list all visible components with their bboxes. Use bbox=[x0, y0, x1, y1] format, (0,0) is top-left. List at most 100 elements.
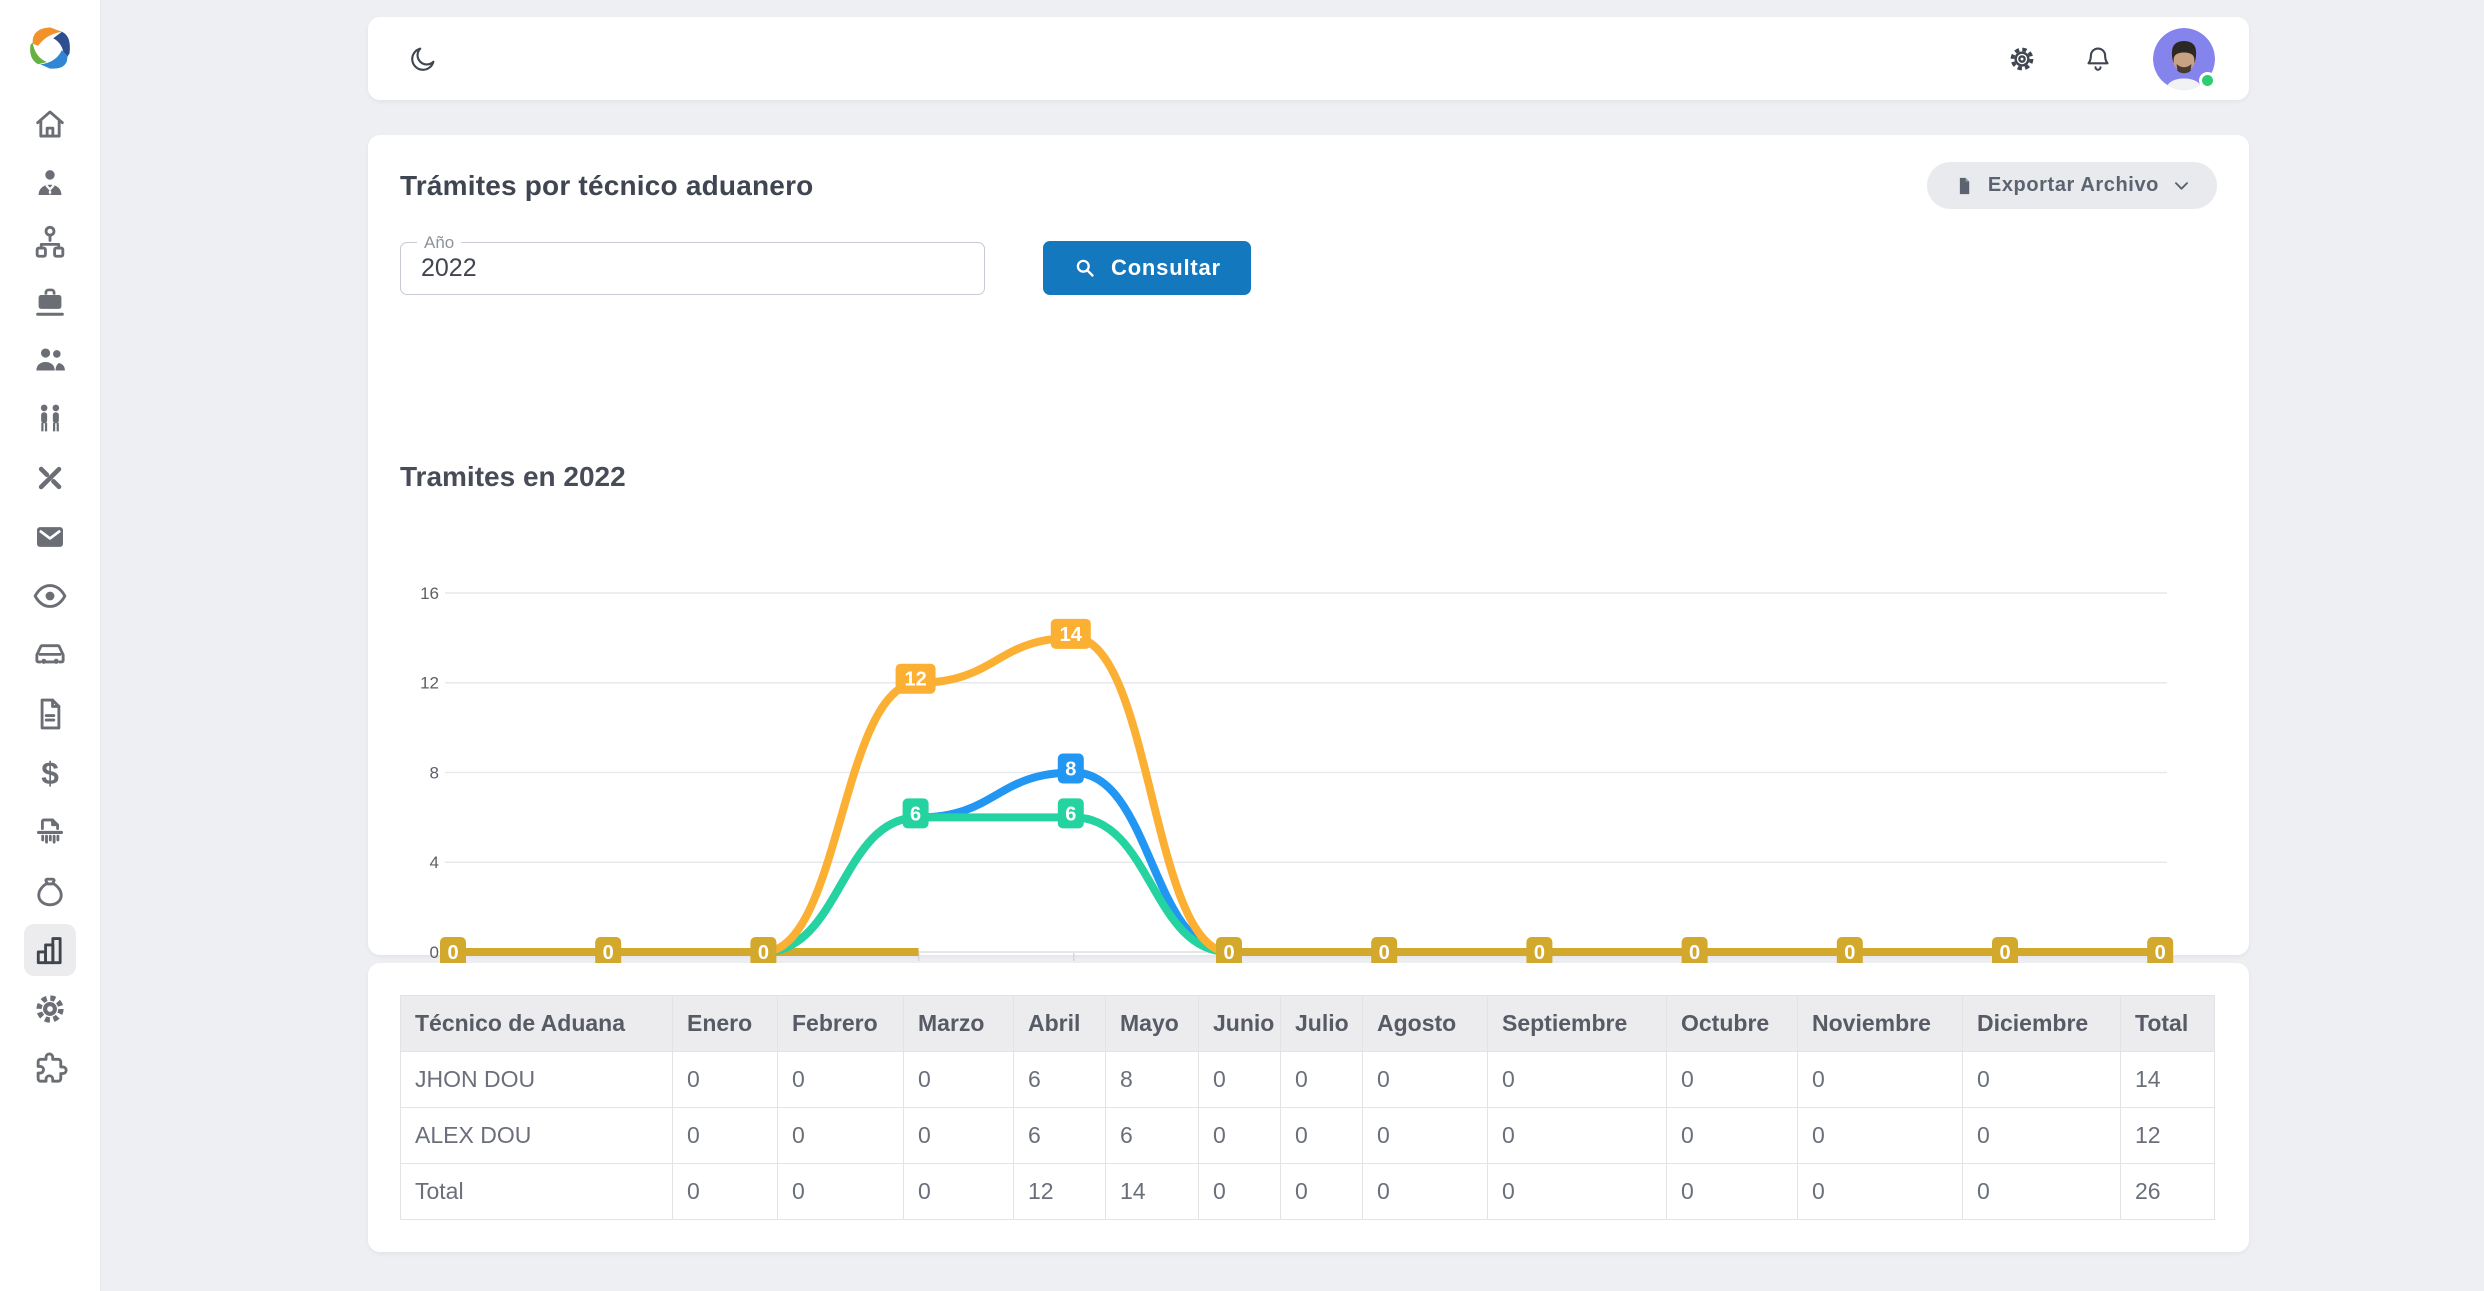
gear-icon bbox=[2007, 44, 2037, 74]
column-header: Total bbox=[2121, 996, 2215, 1052]
table-cell: 0 bbox=[1281, 1164, 1363, 1220]
table-cell: 0 bbox=[1199, 1108, 1281, 1164]
table-cell: 0 bbox=[1667, 1108, 1798, 1164]
table-cell: 0 bbox=[1667, 1052, 1798, 1108]
y-axis-label: 8 bbox=[430, 763, 439, 782]
table-cell: 6 bbox=[1014, 1108, 1106, 1164]
main-panel: Trámites por técnico aduanero Exportar A… bbox=[368, 135, 2249, 955]
two-people-icon bbox=[31, 400, 69, 438]
data-label-text: 0 bbox=[1999, 942, 2010, 964]
table-cell: 0 bbox=[1798, 1052, 1963, 1108]
table-header-row: Técnico de AduanaEneroFebreroMarzoAbrilM… bbox=[401, 996, 2215, 1052]
data-label-text: 8 bbox=[1065, 758, 1076, 780]
sidebar-item-home[interactable] bbox=[24, 98, 76, 150]
table-cell: 0 bbox=[904, 1052, 1014, 1108]
table-cell: 0 bbox=[1963, 1164, 2121, 1220]
chevron-down-icon bbox=[2172, 176, 2191, 195]
sidebar-item-person-tie[interactable] bbox=[24, 157, 76, 209]
column-header: Julio bbox=[1281, 996, 1363, 1052]
sidebar-item-bar-chart[interactable] bbox=[24, 924, 76, 976]
puzzle-icon bbox=[31, 1049, 69, 1087]
y-axis-label: 12 bbox=[420, 674, 439, 693]
year-input[interactable] bbox=[401, 243, 984, 294]
sidebar-item-document[interactable] bbox=[24, 688, 76, 740]
table-cell: 0 bbox=[1281, 1052, 1363, 1108]
data-label-text: 0 bbox=[447, 942, 458, 964]
table-cell: 0 bbox=[1488, 1164, 1667, 1220]
table-cell: 6 bbox=[1014, 1052, 1106, 1108]
table-row: ALEX DOU00066000000012 bbox=[401, 1108, 2215, 1164]
document-icon bbox=[31, 695, 69, 733]
table-cell: 14 bbox=[1106, 1164, 1199, 1220]
table-cell: 0 bbox=[1488, 1052, 1667, 1108]
export-file-button[interactable]: Exportar Archivo bbox=[1927, 162, 2217, 209]
column-header: Junio bbox=[1199, 996, 1281, 1052]
data-label-text: 0 bbox=[2155, 942, 2166, 964]
sidebar-item-people[interactable] bbox=[24, 334, 76, 386]
data-label-text: 0 bbox=[758, 942, 769, 964]
row-label: ALEX DOU bbox=[401, 1108, 673, 1164]
page-title: Trámites por técnico aduanero bbox=[400, 170, 813, 202]
table-cell: 0 bbox=[1667, 1164, 1798, 1220]
row-label: Total bbox=[401, 1164, 673, 1220]
sidebar-item-money-bag[interactable] bbox=[24, 865, 76, 917]
data-label-text: 6 bbox=[910, 803, 921, 825]
notifications-button[interactable] bbox=[2077, 38, 2119, 80]
y-axis-label: 16 bbox=[420, 584, 439, 603]
sidebar-item-puzzle[interactable] bbox=[24, 1042, 76, 1094]
sidebar-item-briefcase[interactable] bbox=[24, 275, 76, 327]
table-cell: 0 bbox=[1798, 1108, 1963, 1164]
bar-chart-icon bbox=[31, 931, 69, 969]
sidebar: $ bbox=[0, 0, 100, 1291]
sidebar-item-dollar[interactable]: $ bbox=[24, 747, 76, 799]
table-cell: 0 bbox=[778, 1052, 904, 1108]
sidebar-item-hierarchy[interactable] bbox=[24, 216, 76, 268]
column-header: Septiembre bbox=[1488, 996, 1667, 1052]
sidebar-item-car[interactable] bbox=[24, 629, 76, 681]
table-cell: 0 bbox=[1963, 1108, 2121, 1164]
table-cell: 0 bbox=[1798, 1164, 1963, 1220]
app-logo[interactable] bbox=[24, 22, 76, 74]
column-header: Octubre bbox=[1667, 996, 1798, 1052]
sidebar-item-mail[interactable] bbox=[24, 511, 76, 563]
table-cell: 26 bbox=[2121, 1164, 2215, 1220]
data-label-text: 14 bbox=[1060, 624, 1083, 646]
user-avatar[interactable] bbox=[2153, 28, 2215, 90]
table-cell: 0 bbox=[673, 1108, 778, 1164]
column-header: Marzo bbox=[904, 996, 1014, 1052]
logo-icon bbox=[24, 22, 76, 74]
data-label-text: 12 bbox=[904, 669, 926, 691]
mail-icon bbox=[31, 518, 69, 556]
column-header: Abril bbox=[1014, 996, 1106, 1052]
sidebar-item-shredder[interactable] bbox=[24, 806, 76, 858]
search-icon bbox=[1073, 256, 1097, 280]
sidebar-item-settings[interactable] bbox=[24, 983, 76, 1035]
table-cell: 0 bbox=[904, 1108, 1014, 1164]
sidebar-item-eye[interactable] bbox=[24, 570, 76, 622]
dark-mode-toggle[interactable] bbox=[402, 38, 444, 80]
eye-icon bbox=[31, 577, 69, 615]
table-cell: 0 bbox=[1363, 1108, 1488, 1164]
settings-button[interactable] bbox=[2001, 38, 2043, 80]
table-cell: 0 bbox=[778, 1164, 904, 1220]
hierarchy-icon bbox=[31, 223, 69, 261]
year-field-label: Año bbox=[417, 233, 461, 253]
table-row: JHON DOU00068000000014 bbox=[401, 1052, 2215, 1108]
data-label-text: 0 bbox=[1534, 942, 1545, 964]
column-header: Enero bbox=[673, 996, 778, 1052]
data-label-text: 0 bbox=[1223, 942, 1234, 964]
consult-button[interactable]: Consultar bbox=[1043, 241, 1251, 295]
sidebar-item-design-tools[interactable] bbox=[24, 452, 76, 504]
home-icon bbox=[31, 105, 69, 143]
table-cell: 6 bbox=[1106, 1108, 1199, 1164]
line-chart: 0481216EneroFebreroMarzoAbrilMayoJunioJu… bbox=[405, 570, 2195, 995]
moon-icon bbox=[408, 44, 438, 74]
column-header: Técnico de Aduana bbox=[401, 996, 673, 1052]
column-header: Agosto bbox=[1363, 996, 1488, 1052]
data-label-text: 0 bbox=[1379, 942, 1390, 964]
sidebar-item-two-people[interactable] bbox=[24, 393, 76, 445]
table-cell: 0 bbox=[673, 1052, 778, 1108]
column-header: Mayo bbox=[1106, 996, 1199, 1052]
online-status-dot bbox=[2199, 72, 2216, 89]
column-header: Noviembre bbox=[1798, 996, 1963, 1052]
